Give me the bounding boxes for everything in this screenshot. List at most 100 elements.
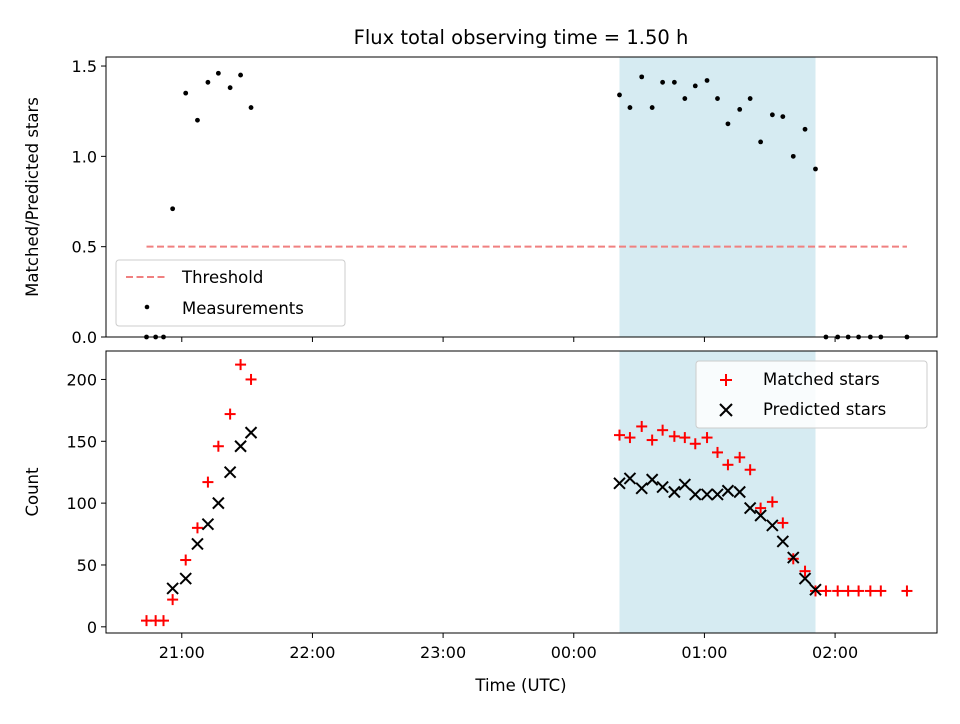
predicted-stars-point	[711, 488, 724, 501]
predicted-stars-point	[244, 426, 258, 439]
predicted-stars-point-b	[166, 582, 179, 595]
predicted-stars-point-b	[668, 485, 681, 499]
predicted-stars-point-b	[678, 478, 692, 491]
matched-stars-point	[646, 434, 658, 446]
predicted-stars-point-b	[212, 496, 225, 510]
count-y-tick-label: 50	[77, 556, 97, 575]
measurement-point	[747, 96, 753, 101]
matched-stars-point	[202, 476, 214, 488]
predicted-stars-point-b	[700, 488, 714, 501]
measurement-point	[617, 92, 622, 98]
matched-stars-point	[755, 502, 767, 514]
matched-stars-point	[167, 594, 179, 606]
predicted-stars-point	[700, 488, 714, 501]
measurement-point	[715, 96, 720, 101]
predicted-stars-point-b	[733, 485, 746, 499]
count-panel: 21:00 22:00 23:00 00:00 01:00 02:00 0 50 100 150 2…	[23, 350, 938, 662]
measurement-point	[639, 74, 645, 80]
measurement-point	[682, 96, 688, 101]
ratio-axis-ticks: 0.0 0.5 1.0 1.5	[72, 57, 836, 347]
ratio-y-tick-label: 1.0	[72, 147, 97, 166]
matched-stars-point	[157, 615, 169, 627]
predicted-stars-point	[201, 517, 215, 531]
legend-predicted-swatch-b	[719, 403, 733, 417]
matched-stars-point	[235, 359, 247, 371]
predicted-stars-point-b	[191, 537, 204, 551]
matched-stars-point	[668, 430, 680, 442]
predicted-stars-point-b	[809, 583, 822, 596]
predicted-stars-point	[678, 478, 692, 491]
measurement-point	[758, 139, 764, 145]
count-y-tick-label: 0	[87, 618, 97, 637]
predicted-stars-point	[656, 480, 669, 494]
measurement-point	[183, 90, 189, 96]
predicted-stars-point-b	[754, 509, 767, 522]
count-y-tick-label: 200	[66, 370, 97, 389]
x-tick-label: 21:00	[159, 643, 205, 662]
matched-stars-point	[657, 424, 669, 436]
x-axis-label: Time (UTC)	[474, 676, 566, 695]
measurement-point	[802, 126, 808, 132]
measurement-point	[780, 114, 786, 120]
legend-predicted-swatch	[719, 403, 733, 417]
ratio-y-tick-label: 0.5	[72, 238, 97, 257]
ratio-y-tick-label: 1.5	[72, 57, 97, 76]
legend-measurements-swatch	[144, 304, 150, 310]
measurement-point	[205, 79, 211, 85]
matched-stars-point	[212, 440, 224, 452]
ratio-y-tick-label: 0.0	[72, 328, 97, 347]
predicted-stars-point	[179, 572, 192, 585]
predicted-stars-point	[623, 472, 637, 485]
matched-stars-point	[734, 451, 746, 463]
predicted-stars-point	[809, 583, 822, 596]
predicted-stars-point	[721, 484, 735, 497]
predicted-stars-point	[635, 482, 648, 495]
matched-stars-point	[777, 517, 789, 529]
measurement-point	[170, 206, 176, 212]
matched-stars-point	[245, 373, 257, 385]
predicted-stars-point-b	[234, 440, 247, 453]
matched-stars-point	[744, 464, 756, 476]
matched-stars-point	[875, 585, 887, 597]
predicted-stars-point-b	[635, 482, 648, 495]
predicted-stars-point	[223, 466, 237, 479]
ratio-panel: 0.0 0.5 1.0 1.5 Matched/Predicted stars Thr…	[23, 56, 938, 347]
matched-stars-point	[624, 432, 636, 444]
predicted-stars-point	[733, 485, 746, 499]
count-legend: Matched stars Predicted stars	[695, 360, 928, 429]
predicted-stars-point-b	[244, 426, 258, 439]
predicted-stars-point	[212, 496, 225, 510]
count-marks	[141, 359, 913, 627]
predicted-stars-point	[776, 535, 790, 548]
predicted-stars-point-b	[743, 501, 757, 515]
predicted-stars-point	[166, 582, 179, 595]
predicted-stars-point-b	[776, 535, 790, 548]
ratio-legend-box	[115, 259, 346, 327]
predicted-stars-point	[234, 440, 247, 453]
matched-stars-point	[711, 446, 723, 458]
predicted-stars-point-b	[798, 572, 812, 585]
ratio-shaded-interval	[619, 57, 816, 337]
matched-stars-point	[901, 585, 913, 597]
count-axes-frame	[105, 350, 938, 634]
matched-stars-point	[864, 585, 876, 597]
count-y-tick-label: 100	[66, 494, 97, 513]
x-tick-label: 02:00	[812, 643, 858, 662]
predicted-stars-point-b	[645, 473, 659, 486]
measurement-point	[790, 153, 796, 159]
x-tick-label: 00:00	[551, 643, 597, 662]
x-tick-label: 22:00	[289, 643, 335, 662]
predicted-stars-point	[668, 485, 681, 499]
measurement-point	[660, 79, 666, 85]
predicted-stars-point-b	[623, 472, 637, 485]
predicted-stars-point	[754, 509, 767, 522]
predicted-stars-point	[766, 519, 779, 532]
matched-stars-point	[832, 585, 844, 597]
predicted-stars-point-b	[689, 488, 702, 501]
matched-stars-point	[820, 585, 832, 597]
predicted-stars-point-b	[656, 480, 669, 494]
predicted-stars-point	[689, 488, 702, 501]
matched-stars-point	[679, 432, 691, 444]
legend-measurements-label: Measurements	[182, 299, 304, 318]
x-tick-label: 23:00	[420, 643, 466, 662]
